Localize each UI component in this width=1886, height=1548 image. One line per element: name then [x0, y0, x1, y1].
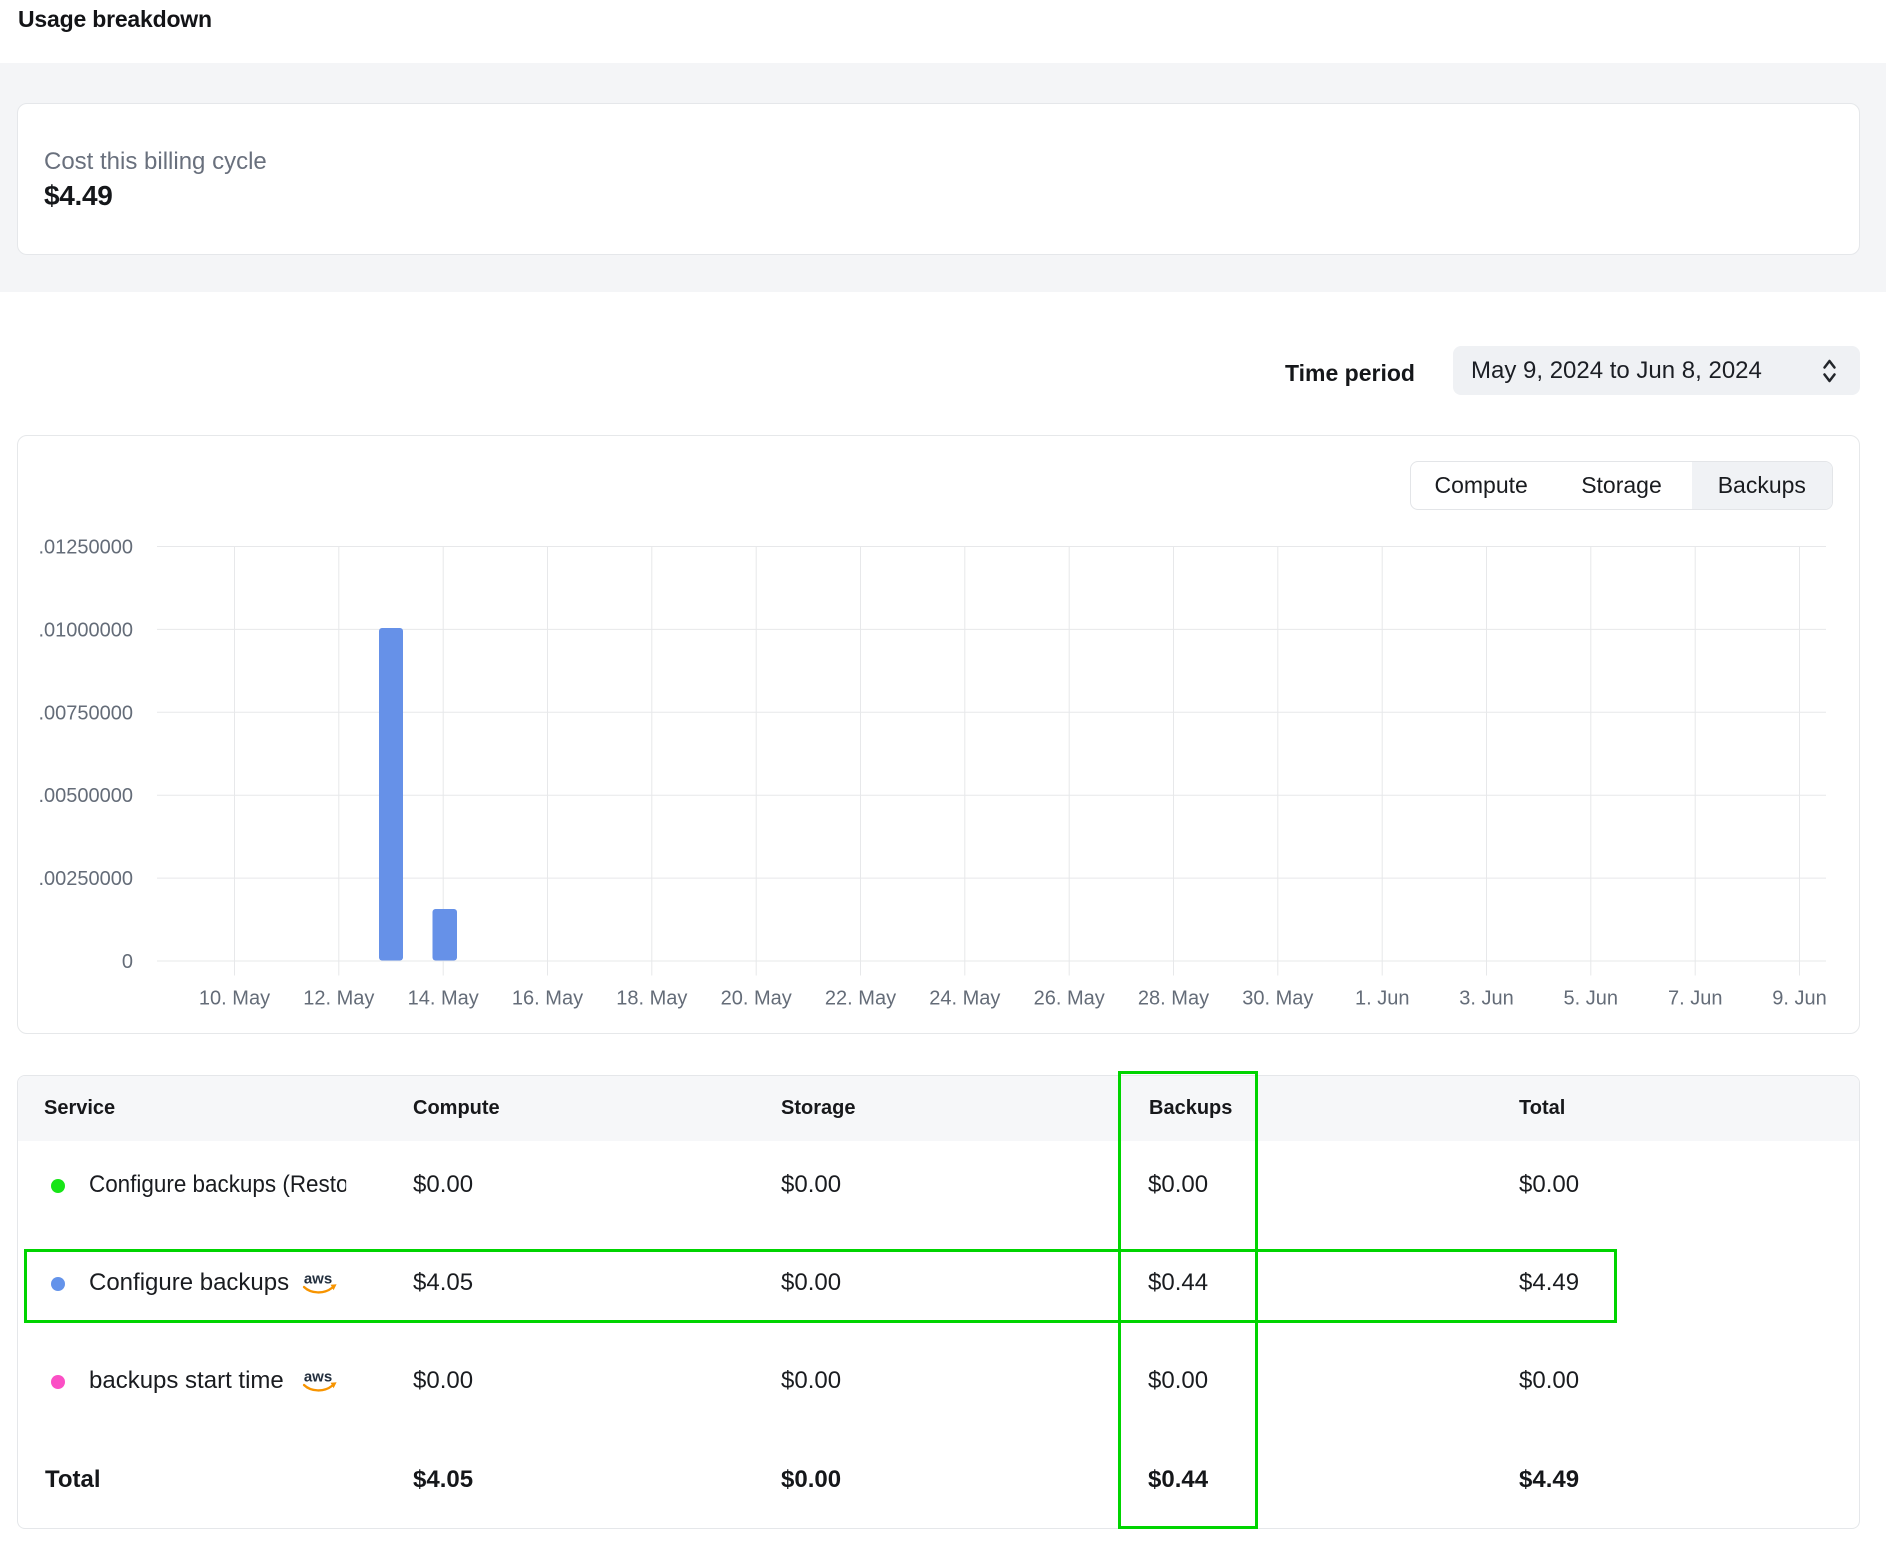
svg-text:28. May: 28. May	[1138, 988, 1209, 1010]
svg-text:22. May: 22. May	[825, 988, 896, 1010]
svg-text:20. May: 20. May	[721, 988, 792, 1010]
svg-text:aws: aws	[304, 1369, 332, 1386]
svg-text:1. Jun: 1. Jun	[1355, 988, 1409, 1010]
svg-text:3. Jun: 3. Jun	[1459, 988, 1513, 1010]
svg-text:.00250000: .00250000	[38, 868, 133, 890]
svg-text:18. May: 18. May	[616, 988, 687, 1010]
svg-text:7. Jun: 7. Jun	[1668, 988, 1722, 1010]
svg-text:12. May: 12. May	[303, 988, 374, 1010]
svg-text:.01000000: .01000000	[38, 619, 133, 641]
svg-text:.00500000: .00500000	[38, 785, 133, 807]
svg-text:9. Jun: 9. Jun	[1772, 988, 1826, 1010]
svg-text:16. May: 16. May	[512, 988, 583, 1010]
svg-text:24. May: 24. May	[929, 988, 1000, 1010]
svg-text:26. May: 26. May	[1034, 988, 1105, 1010]
svg-text:10. May: 10. May	[199, 988, 270, 1010]
svg-text:.01250000: .01250000	[38, 537, 133, 559]
svg-text:aws: aws	[304, 1271, 332, 1288]
svg-text:5. Jun: 5. Jun	[1564, 988, 1618, 1010]
svg-text:14. May: 14. May	[408, 988, 479, 1010]
svg-text:30. May: 30. May	[1242, 988, 1313, 1010]
svg-text:0: 0	[122, 951, 133, 973]
svg-text:.00750000: .00750000	[38, 702, 133, 724]
